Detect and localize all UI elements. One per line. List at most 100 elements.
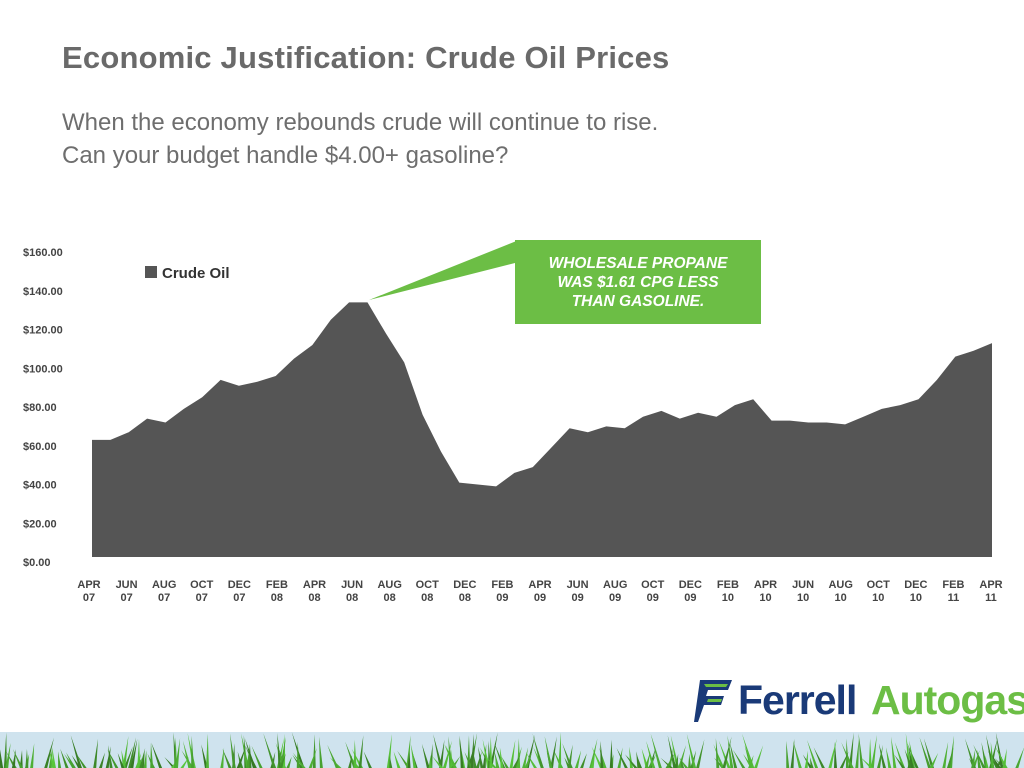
grass-blade <box>742 733 755 768</box>
grass-blade <box>732 749 746 768</box>
grass-blade <box>667 735 677 768</box>
ferrell-autogas-logo: Ferrell Autogas <box>694 674 1024 726</box>
x-tick-month: APR <box>979 579 1002 591</box>
grass-blade <box>855 738 860 768</box>
grass-blade <box>5 742 11 768</box>
grass-blade <box>175 737 181 768</box>
grass-blade <box>679 757 689 768</box>
x-tick-month: AUG <box>603 579 627 591</box>
grass-blade <box>412 752 418 768</box>
grass-blade <box>121 749 126 768</box>
x-tick-month: APR <box>528 579 551 591</box>
grass-blade <box>648 747 656 768</box>
grass-blade <box>919 737 932 768</box>
callout-text: WHOLESALE PROPANE WAS $1.61 CPG LESS THA… <box>548 254 728 310</box>
y-tick-label: $100.00 <box>23 363 63 375</box>
grass-blade <box>549 736 557 768</box>
grass-blade <box>432 756 444 768</box>
grass-blade <box>870 734 877 768</box>
grass-blade <box>393 751 401 768</box>
x-tick-year: 07 <box>120 592 132 604</box>
x-tick-month: DEC <box>904 579 927 591</box>
grass-blade <box>1015 747 1024 768</box>
grass-blade <box>201 744 208 768</box>
grass-blade <box>969 757 976 768</box>
x-tick-year: 08 <box>271 592 283 604</box>
grass-blade <box>139 748 146 768</box>
grass-blade <box>478 746 484 768</box>
y-tick-label: $20.00 <box>23 518 57 530</box>
grass-blade <box>512 754 521 768</box>
grass-blade <box>790 738 795 768</box>
x-tick-month: FEB <box>717 579 739 591</box>
x-tick-year: 08 <box>459 592 471 604</box>
grass-blade <box>107 749 119 768</box>
x-tick-month: AUG <box>377 579 401 591</box>
y-axis: $0.00 $20.00 $40.00 $60.00 $80.00 $100.00 $120… <box>23 247 63 569</box>
grass-blade <box>877 744 884 768</box>
grass-blade <box>544 736 553 768</box>
grass-blade <box>442 740 453 768</box>
grass-blade <box>524 751 533 768</box>
x-tick-year: 09 <box>647 592 659 604</box>
grass-blade <box>25 749 29 768</box>
x-tick-year: 11 <box>948 592 960 604</box>
y-tick-label: $160.00 <box>23 247 63 259</box>
x-tick-month: JUN <box>341 579 363 591</box>
x-tick-year: 09 <box>496 592 508 604</box>
grass-blade <box>433 734 443 768</box>
x-tick-month: OCT <box>190 579 214 591</box>
grass-blade <box>308 747 317 768</box>
x-tick-year: 07 <box>196 592 208 604</box>
grass-blade <box>715 738 720 768</box>
x-tick-month: AUG <box>152 579 176 591</box>
x-tick-month: OCT <box>416 579 440 591</box>
legend: Crude Oil <box>145 265 230 282</box>
grass-blade <box>574 750 582 768</box>
grass-blade <box>990 753 1002 768</box>
x-tick-month: FEB <box>942 579 964 591</box>
grass-blade <box>277 733 282 768</box>
grass-blade <box>279 753 286 768</box>
grass-blade <box>525 734 536 768</box>
grass-blade <box>686 733 697 768</box>
grass-blade <box>786 740 790 768</box>
grass-blade <box>205 733 209 768</box>
grass-blade <box>748 755 754 768</box>
grass-blade <box>386 734 392 768</box>
x-tick-month: JUN <box>116 579 138 591</box>
grass-blade <box>522 747 529 768</box>
grass-blade <box>973 744 986 768</box>
grass-blade <box>220 747 225 768</box>
grass-blade <box>130 739 138 768</box>
x-tick-year: 08 <box>384 592 396 604</box>
grass-blade <box>680 757 685 768</box>
grass-blade <box>351 757 360 768</box>
grass-blade <box>407 750 411 768</box>
grass-blade <box>674 753 679 768</box>
grass-blade <box>558 732 562 768</box>
grass-blade <box>509 739 516 768</box>
grass-blade <box>150 742 154 768</box>
callout-box: WHOLESALE PROPANE WAS $1.61 CPG LESS THA… <box>515 240 761 324</box>
x-tick-month: APR <box>77 579 100 591</box>
grass-blade <box>942 741 949 768</box>
grass-blade <box>292 752 306 768</box>
series-layer <box>92 302 992 557</box>
x-tick-month: FEB <box>266 579 288 591</box>
grass-blade <box>636 751 641 768</box>
y-tick-label: $140.00 <box>23 286 63 298</box>
grass-blade <box>848 732 854 768</box>
callout-pointer <box>369 240 519 300</box>
grass-blade <box>904 749 913 768</box>
grass-blade <box>905 733 912 768</box>
x-tick-year: 07 <box>158 592 170 604</box>
grass-blade <box>985 734 995 768</box>
x-tick-month: AUG <box>828 579 852 591</box>
x-tick-year: 11 <box>985 592 997 604</box>
grass-blade <box>868 738 872 768</box>
grass-blade <box>617 747 623 768</box>
grass-blade <box>744 745 754 768</box>
grass-blade <box>501 756 509 768</box>
x-tick-year: 08 <box>346 592 358 604</box>
